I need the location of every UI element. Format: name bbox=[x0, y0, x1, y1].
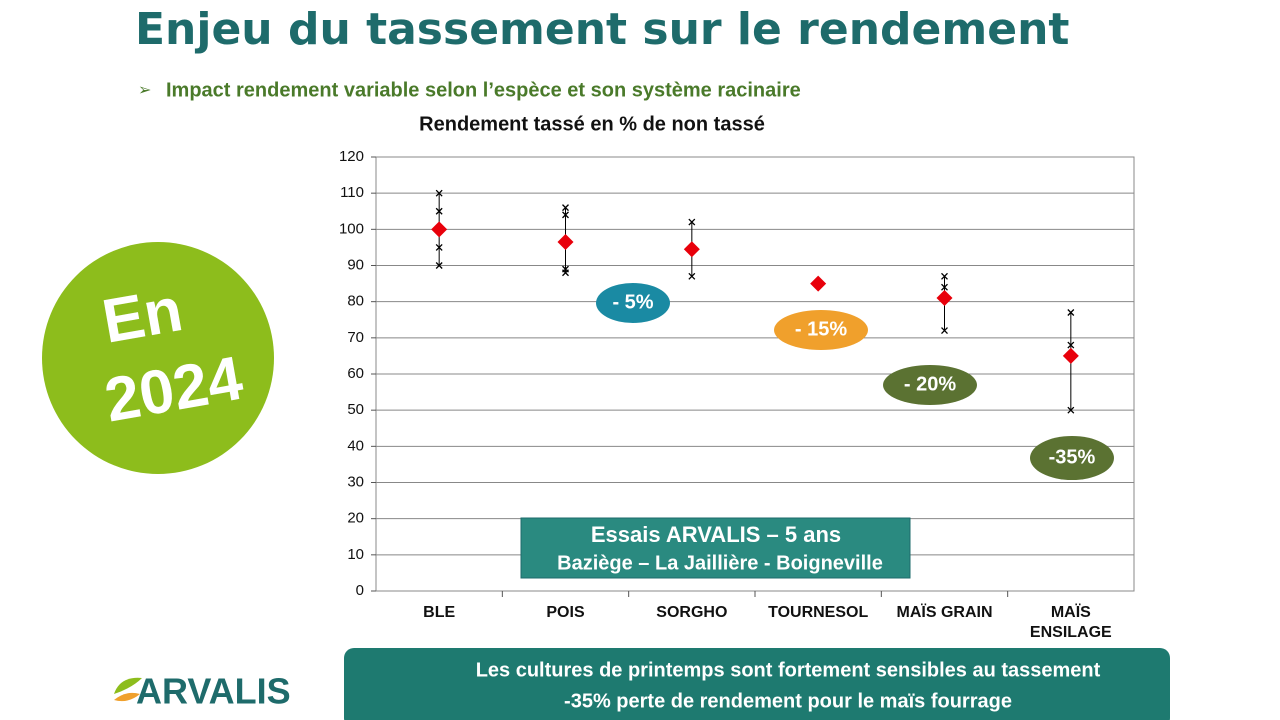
trial-point bbox=[1067, 309, 1075, 316]
x-tick-label: SORGHO bbox=[656, 604, 728, 621]
logo-leaf bbox=[114, 692, 140, 702]
logo: ARVALIS bbox=[136, 671, 291, 712]
y-tick-label: 100 bbox=[339, 220, 364, 237]
y-tick-label: 90 bbox=[347, 256, 364, 273]
note-text: Baziège – La Jaillière - Boigneville bbox=[557, 552, 883, 574]
trial-point bbox=[688, 272, 696, 280]
y-tick-label: 70 bbox=[347, 329, 364, 346]
footer-banner bbox=[344, 648, 1170, 720]
trial-point bbox=[435, 262, 443, 269]
annotation-bubble bbox=[1030, 436, 1114, 480]
y-tick-label: 40 bbox=[347, 437, 364, 454]
slide-subtitle: Impact rendement variable selon l’espèce… bbox=[166, 79, 801, 101]
y-tick-label: 10 bbox=[347, 546, 364, 563]
y-tick-label: 60 bbox=[347, 365, 364, 382]
slide-title: Enjeu du tassement sur le rendement bbox=[135, 4, 1069, 55]
trial-point bbox=[435, 243, 443, 251]
mean-point bbox=[810, 275, 827, 292]
x-tick-label: MAÏS GRAIN bbox=[896, 604, 993, 621]
mean-point bbox=[1062, 347, 1079, 364]
x-tick-label: POIS bbox=[546, 604, 585, 621]
badge bbox=[42, 242, 274, 474]
mean-point bbox=[683, 241, 700, 258]
footer-text: -35% perte de rendement pour le maïs fou… bbox=[564, 690, 1012, 712]
trial-point bbox=[562, 211, 569, 219]
y-tick-label: 30 bbox=[347, 473, 364, 490]
y-tick-label: 50 bbox=[347, 401, 364, 418]
trial-point bbox=[435, 207, 443, 215]
trial-point bbox=[435, 189, 443, 197]
note-box bbox=[520, 517, 911, 579]
x-tick-label: MAÏS ENSILAGE bbox=[1029, 604, 1112, 641]
annotation-text: -35% bbox=[1049, 446, 1096, 468]
chart-title: Rendement tassé en % de non tassé bbox=[419, 113, 765, 135]
annotation-bubble bbox=[883, 365, 977, 405]
x-tick-label: BLE bbox=[423, 604, 456, 621]
footer-text: Les cultures de printemps sont fortement… bbox=[476, 659, 1101, 681]
mean-point bbox=[557, 233, 574, 250]
trial-point bbox=[562, 269, 569, 277]
note-text: Essais ARVALIS – 5 ans bbox=[591, 522, 841, 547]
y-tick-label: 80 bbox=[347, 293, 364, 310]
mean-point bbox=[431, 221, 448, 238]
annotation-text: - 15% bbox=[795, 318, 847, 340]
y-tick-label: 0 bbox=[356, 582, 364, 599]
trial-point bbox=[1067, 341, 1075, 349]
mean-point bbox=[936, 290, 953, 307]
trial-point bbox=[562, 204, 569, 212]
annotation-text: - 20% bbox=[904, 373, 956, 395]
trial-point bbox=[688, 218, 696, 226]
x-tick-label: TOURNESOL bbox=[768, 604, 869, 621]
bullet-arrow: ➢ bbox=[138, 82, 151, 99]
y-tick-label: 20 bbox=[347, 510, 364, 527]
trial-point bbox=[941, 327, 948, 335]
y-tick-label: 120 bbox=[339, 148, 364, 165]
annotation-bubble bbox=[596, 283, 670, 323]
y-tick-label: 110 bbox=[340, 184, 364, 201]
trial-point bbox=[941, 283, 948, 291]
badge-text: En bbox=[97, 275, 187, 357]
annotation-bubble bbox=[774, 310, 868, 350]
trial-point bbox=[1067, 406, 1075, 414]
logo-leaf bbox=[114, 677, 142, 694]
annotation-text: - 5% bbox=[612, 291, 653, 313]
trial-point bbox=[941, 272, 948, 280]
